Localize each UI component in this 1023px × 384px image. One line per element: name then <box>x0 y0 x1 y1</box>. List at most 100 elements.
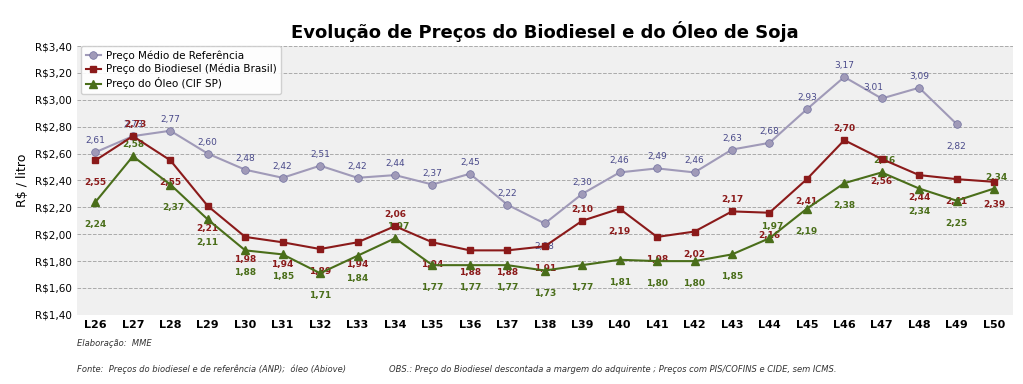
Text: 2,56: 2,56 <box>871 177 893 186</box>
Text: 1,91: 1,91 <box>534 265 555 273</box>
Text: 1,88: 1,88 <box>496 268 519 277</box>
Preço do Biodiesel (Média Brasil) <box>576 218 588 223</box>
Text: 2,02: 2,02 <box>683 250 706 258</box>
Text: 2,42: 2,42 <box>273 162 293 171</box>
Text: Elaboração:  MME: Elaboração: MME <box>77 339 151 348</box>
Text: 2,58: 2,58 <box>122 140 144 149</box>
Text: 2,68: 2,68 <box>759 127 780 136</box>
Preço Médio de Referência <box>838 74 850 79</box>
Preço do Biodiesel (Média Brasil) <box>239 235 252 239</box>
Preço do Óleo (CIF SP) <box>838 181 850 185</box>
Preço Médio de Referência <box>89 150 101 154</box>
Text: OBS.: Preço do Biodiesel descontada a margem do adquirente ; Preços com PIS/COFI: OBS.: Preço do Biodiesel descontada a ma… <box>389 366 836 374</box>
Text: 2,16: 2,16 <box>758 231 781 240</box>
Preço do Biodiesel (Média Brasil) <box>501 248 514 253</box>
Preço do Óleo (CIF SP) <box>763 236 775 240</box>
Preço Médio de Referência <box>688 170 701 175</box>
Preço Médio de Referência <box>202 151 214 156</box>
Preço do Óleo (CIF SP) <box>501 263 514 267</box>
Text: 1,84: 1,84 <box>347 274 368 283</box>
Text: 2,34: 2,34 <box>986 172 1008 182</box>
Text: 2,39: 2,39 <box>983 200 1006 209</box>
Preço do Biodiesel (Média Brasil) <box>127 134 139 138</box>
Preço Médio de Referência <box>276 175 288 180</box>
Text: 1,77: 1,77 <box>458 283 481 292</box>
Preço Médio de Referência <box>352 175 364 180</box>
Text: 2,51: 2,51 <box>310 150 330 159</box>
Text: 3,09: 3,09 <box>909 72 929 81</box>
Preço do Biodiesel (Média Brasil) <box>202 204 214 208</box>
Text: 2,34: 2,34 <box>908 207 930 215</box>
Preço do Biodiesel (Média Brasil) <box>352 240 364 245</box>
Text: 1,97: 1,97 <box>387 222 409 231</box>
Text: 2,30: 2,30 <box>572 178 592 187</box>
Text: 1,89: 1,89 <box>309 267 331 276</box>
Text: 2,17: 2,17 <box>721 195 743 204</box>
Text: 2,48: 2,48 <box>235 154 255 163</box>
Text: 2,06: 2,06 <box>384 210 406 219</box>
Preço do Biodiesel (Média Brasil) <box>688 229 701 234</box>
Preço Médio de Referência <box>501 202 514 207</box>
Legend: Preço Médio de Referência, Preço do Biodiesel (Média Brasil), Preço do Óleo (CIF: Preço Médio de Referência, Preço do Biod… <box>82 46 281 94</box>
Text: 1,77: 1,77 <box>571 283 593 292</box>
Text: 1,77: 1,77 <box>496 283 519 292</box>
Preço Médio de Referência <box>914 85 926 90</box>
Preço Médio de Referência <box>127 134 139 138</box>
Preço do Óleo (CIF SP) <box>576 263 588 267</box>
Text: 1,98: 1,98 <box>234 255 257 264</box>
Text: 2,82: 2,82 <box>946 142 967 151</box>
Text: 2,41: 2,41 <box>796 197 818 206</box>
Preço Médio de Referência <box>651 166 663 170</box>
Text: 2,08: 2,08 <box>535 242 554 250</box>
Preço do Biodiesel (Média Brasil) <box>914 173 926 177</box>
Preço do Óleo (CIF SP) <box>726 252 739 257</box>
Preço Médio de Referência <box>164 128 177 133</box>
Text: 2,77: 2,77 <box>161 115 180 124</box>
Line: Preço Médio de Referência: Preço Médio de Referência <box>92 73 961 227</box>
Text: 1,88: 1,88 <box>234 268 257 277</box>
Text: 2,49: 2,49 <box>648 152 667 161</box>
Preço do Óleo (CIF SP) <box>688 259 701 263</box>
Text: 2,46: 2,46 <box>874 156 895 166</box>
Text: 2,11: 2,11 <box>196 238 219 247</box>
Preço do Óleo (CIF SP) <box>463 263 476 267</box>
Preço do Biodiesel (Média Brasil) <box>950 177 963 181</box>
Preço do Biodiesel (Média Brasil) <box>651 235 663 239</box>
Text: 2,19: 2,19 <box>609 227 631 236</box>
Preço do Biodiesel (Média Brasil) <box>463 248 476 253</box>
Preço do Biodiesel (Média Brasil) <box>801 177 813 181</box>
Preço do Óleo (CIF SP) <box>314 271 326 275</box>
Preço do Óleo (CIF SP) <box>389 236 401 240</box>
Text: 1,81: 1,81 <box>609 278 631 287</box>
Preço Médio de Referência <box>538 221 550 226</box>
Y-axis label: R$ / litro: R$ / litro <box>16 154 30 207</box>
Text: 2,21: 2,21 <box>196 224 219 233</box>
Preço do Óleo (CIF SP) <box>239 248 252 253</box>
Text: 2,55: 2,55 <box>84 179 106 187</box>
Line: Preço do Óleo (CIF SP): Preço do Óleo (CIF SP) <box>91 152 998 277</box>
Preço do Óleo (CIF SP) <box>988 186 1000 191</box>
Text: 2,19: 2,19 <box>796 227 818 236</box>
Text: 1,94: 1,94 <box>271 260 294 269</box>
Text: 2,25: 2,25 <box>945 219 968 228</box>
Preço do Biodiesel (Média Brasil) <box>89 158 101 163</box>
Preço do Biodiesel (Média Brasil) <box>988 179 1000 184</box>
Preço do Óleo (CIF SP) <box>202 217 214 222</box>
Text: 2,45: 2,45 <box>460 158 480 167</box>
Text: 2,73: 2,73 <box>125 120 146 129</box>
Preço do Óleo (CIF SP) <box>801 206 813 211</box>
Preço do Óleo (CIF SP) <box>614 257 626 262</box>
Text: 2,46: 2,46 <box>610 156 629 166</box>
Preço do Óleo (CIF SP) <box>651 259 663 263</box>
Text: 2,46: 2,46 <box>684 156 705 166</box>
Text: 2,24: 2,24 <box>84 220 106 229</box>
Preço do Óleo (CIF SP) <box>914 186 926 191</box>
Preço do Óleo (CIF SP) <box>164 182 177 187</box>
Preço do Biodiesel (Média Brasil) <box>838 138 850 142</box>
Text: 1,71: 1,71 <box>309 291 331 300</box>
Preço Médio de Referência <box>950 122 963 126</box>
Preço do Óleo (CIF SP) <box>950 198 963 203</box>
Text: 2,38: 2,38 <box>833 201 855 210</box>
Text: 1,94: 1,94 <box>347 260 368 269</box>
Preço do Biodiesel (Média Brasil) <box>276 240 288 245</box>
